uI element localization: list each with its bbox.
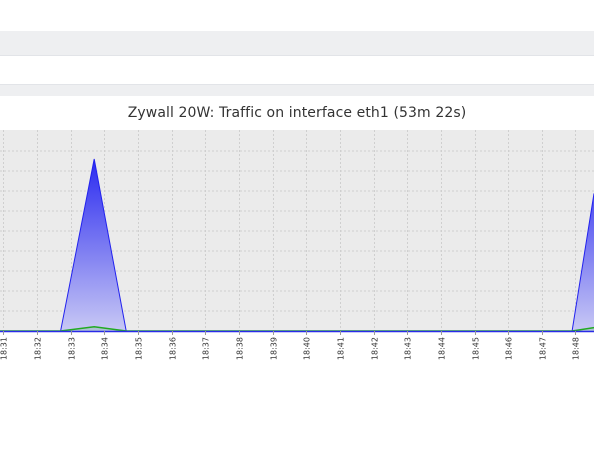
chart-title: Zywall 20W: Traffic on interface eth1 (5…	[127, 105, 467, 121]
x-tick-label: 18:45	[472, 337, 481, 360]
x-tick-label: 18:34	[101, 337, 110, 360]
panel-gap	[0, 85, 594, 96]
header-bar	[0, 31, 594, 56]
chart-panel: Zywall 20W: Traffic on interface eth1 (5…	[0, 96, 594, 454]
top-area	[0, 0, 594, 31]
x-tick-label: 18:36	[169, 337, 178, 360]
x-tick-label: 18:40	[303, 337, 312, 360]
toolbar-row	[0, 56, 594, 85]
traffic-chart: 18:31 18:32 18:33 18:34 18:35 18:36 18:37 18:38…	[0, 130, 594, 360]
x-tick-label: 18:41	[337, 337, 346, 360]
x-tick-label: 18:42	[371, 337, 380, 360]
x-tick-label: 18:32	[34, 337, 43, 360]
x-tick-label: 18:38	[236, 337, 245, 360]
x-tick-label: 18:47	[539, 337, 548, 360]
x-tick-label: 18:37	[202, 337, 211, 360]
x-tick-label: 18:31	[0, 337, 9, 360]
x-tick-label: 18:39	[270, 337, 279, 360]
x-tick-label: 18:33	[68, 337, 77, 360]
x-tick-label: 18:43	[404, 337, 413, 360]
x-tick-label: 18:46	[505, 337, 514, 360]
x-tick-label: 18:35	[135, 337, 144, 360]
x-tick-label: 18:44	[438, 337, 447, 360]
x-tick-label: 18:48	[572, 337, 581, 360]
